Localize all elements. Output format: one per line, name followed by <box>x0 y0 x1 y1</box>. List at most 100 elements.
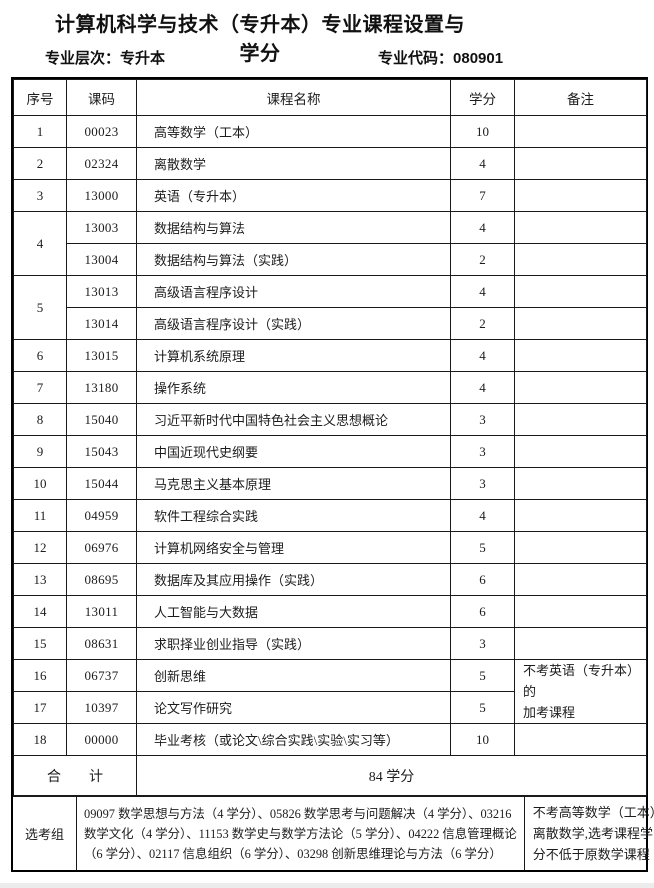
cell-note <box>514 403 647 436</box>
cell-name: 人工智能与大数据 <box>136 595 451 628</box>
cell-name: 求职择业创业指导（实践） <box>136 627 451 660</box>
cell-credits: 2 <box>450 243 515 276</box>
cell-code: 15040 <box>66 403 137 436</box>
note-line: 加考课程 <box>523 705 576 720</box>
cell-credits: 5 <box>450 691 515 724</box>
cell-credits: 6 <box>450 595 515 628</box>
header-no: 序号 <box>13 79 67 116</box>
cell-no: 17 <box>13 691 67 724</box>
cell-note <box>514 307 647 340</box>
selection-course-line: 数学文化（4 学分）、11153 数学史与数学方法论（5 学分）、04222 信… <box>84 826 517 841</box>
cell-credits: 3 <box>450 403 515 436</box>
table-row: 12 06976 计算机网络安全与管理 5 <box>13 531 647 564</box>
cell-credits: 3 <box>450 627 515 660</box>
cell-code: 08631 <box>66 627 137 660</box>
cell-no: 16 <box>13 659 67 692</box>
cell-code: 02324 <box>66 147 137 180</box>
cell-credits: 5 <box>450 659 515 692</box>
header-note: 备注 <box>514 79 647 116</box>
table-row: 4 13003 数据结构与算法 4 <box>13 211 647 276</box>
selection-course-line: （6 学分）、02117 信息组织（6 学分）、03298 创新思维理论与方法（… <box>84 846 502 861</box>
cell-name: 数据库及其应用操作（实践） <box>136 563 451 596</box>
cell-code: 13013 <box>66 275 137 308</box>
cell-no: 11 <box>13 499 67 532</box>
table-row: 15 08631 求职择业创业指导（实践） 3 <box>13 627 647 660</box>
cell-name: 数据结构与算法（实践） <box>136 243 451 276</box>
meta-level-value: 专升本 <box>120 50 166 67</box>
page-title: 计算机科学与技术（专升本）专业课程设置与学分 <box>55 14 465 65</box>
course-table-container: 序号 课码 课程名称 学分 备注 1 00023 高等数学（工本） 10 2 0… <box>11 77 654 872</box>
cell-name: 高级语言程序设计（实践） <box>136 307 451 340</box>
cell-credits: 4 <box>450 339 515 372</box>
cell-note <box>514 371 647 404</box>
selection-note-line: 不考高等数学（工本）、 <box>532 805 654 820</box>
cell-name: 离散数学 <box>136 147 451 180</box>
selection-group-courses: 09097 数学思想与方法（4 学分）、05826 数学思考与问题解决（4 学分… <box>77 797 524 870</box>
cell-note <box>514 147 647 180</box>
cell-no: 9 <box>13 435 67 468</box>
cell-note <box>514 595 647 628</box>
table-row: 17 10397 论文写作研究 5 <box>13 691 647 724</box>
table-row: 8 15040 习近平新时代中国特色社会主义思想概论 3 <box>13 403 647 436</box>
cell-name: 计算机网络安全与管理 <box>136 531 451 564</box>
table-row: 13014 高级语言程序设计（实践） 2 <box>14 307 647 340</box>
cell-no: 10 <box>13 467 67 500</box>
cell-name: 英语（专升本） <box>136 179 451 212</box>
meta-level: 专业层次：专升本 <box>45 47 165 68</box>
meta-code-label: 专业代码： <box>378 50 454 67</box>
cell-name: 高级语言程序设计 <box>136 275 451 308</box>
cell-credits: 4 <box>450 211 515 244</box>
page-bottom-strip <box>0 883 654 888</box>
cell-code: 08695 <box>66 563 137 596</box>
table-row: 18 00000 毕业考核（或论文\综合实践\实验\实习等） 10 <box>13 723 647 756</box>
cell-code: 06976 <box>66 531 137 564</box>
total-label: 合 计 <box>13 755 137 796</box>
cell-name: 高等数学（工本） <box>136 115 451 148</box>
header-credits: 学分 <box>450 79 515 116</box>
cell-code: 00000 <box>66 723 137 756</box>
cell-no: 1 <box>13 115 67 148</box>
cell-no: 14 <box>13 595 67 628</box>
table-row: 6 13015 计算机系统原理 4 <box>13 339 647 372</box>
cell-name: 计算机系统原理 <box>136 339 451 372</box>
total-row: 合 计 84 学分 <box>13 755 647 796</box>
cell-no: 5 <box>13 275 67 340</box>
selection-group-row: 选考组 09097 数学思想与方法（4 学分）、05826 数学思考与问题解决（… <box>13 796 654 870</box>
cell-credits: 4 <box>450 371 515 404</box>
cell-credits: 10 <box>450 115 515 148</box>
table-row: 9 15043 中国近现代史纲要 3 <box>13 435 647 468</box>
cell-code: 13011 <box>66 595 137 628</box>
selection-note-line: 离散数学,选考课程学 <box>532 826 654 841</box>
cell-code: 10397 <box>66 691 137 724</box>
cell-credits: 10 <box>450 723 515 756</box>
cell-name: 操作系统 <box>136 371 451 404</box>
cell-code: 15043 <box>66 435 137 468</box>
cell-name: 习近平新时代中国特色社会主义思想概论 <box>136 403 451 436</box>
selection-note-line: 分不低于原数学课程 <box>532 847 650 862</box>
cell-code: 13180 <box>66 371 137 404</box>
table-row: 1 00023 高等数学（工本） 10 <box>13 115 647 148</box>
meta-code: 专业代码：080901 <box>378 47 503 68</box>
note-line: 不考英语（专升本）的 <box>523 663 641 699</box>
cell-code: 13003 <box>66 211 137 244</box>
table-row: 14 13011 人工智能与大数据 6 <box>13 595 647 628</box>
cell-code: 13014 <box>66 307 137 340</box>
cell-code: 13000 <box>66 179 137 212</box>
cell-name: 论文写作研究 <box>136 691 451 724</box>
header-name: 课程名称 <box>136 79 451 116</box>
cell-note-english-addon: 不考英语（专升本）的 加考课程 <box>514 659 647 724</box>
header-row: 序号 课码 课程名称 学分 备注 <box>13 79 647 116</box>
cell-note <box>514 563 647 596</box>
cell-note <box>514 499 647 532</box>
total-value: 84 学分 <box>136 755 647 796</box>
cell-credits: 3 <box>450 435 515 468</box>
cell-credits: 3 <box>450 467 515 500</box>
cell-note <box>514 627 647 660</box>
course-table: 序号 课码 课程名称 学分 备注 1 00023 高等数学（工本） 10 2 0… <box>13 79 647 796</box>
table-row: 13004 数据结构与算法（实践） 2 <box>14 243 647 276</box>
cell-no: 6 <box>13 339 67 372</box>
cell-note <box>514 211 647 244</box>
cell-note <box>514 435 647 468</box>
cell-note <box>514 339 647 372</box>
cell-name: 马克思主义基本原理 <box>136 467 451 500</box>
